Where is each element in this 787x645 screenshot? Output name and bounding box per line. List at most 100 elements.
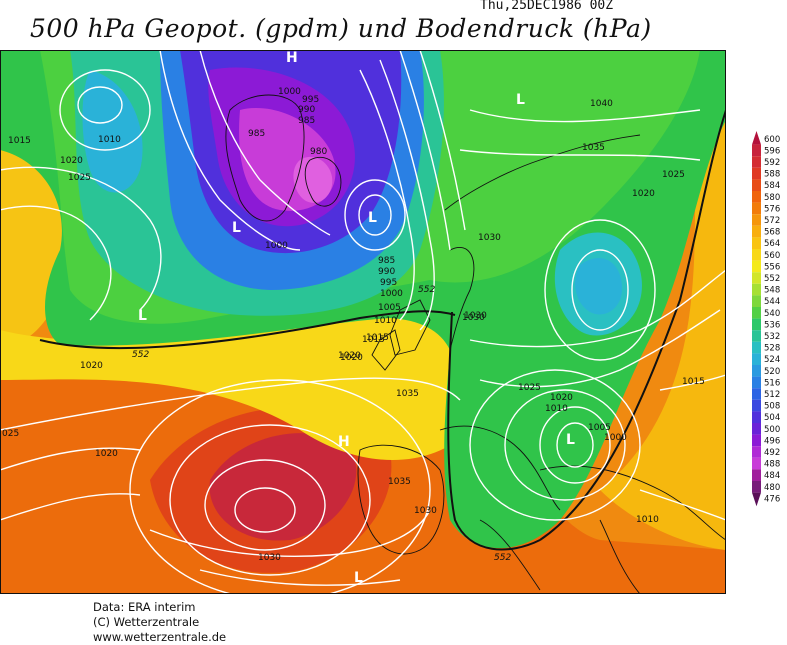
scale-tick-label: 536 <box>764 320 780 330</box>
scale-swatch <box>752 353 761 365</box>
scale-tick-label: 524 <box>764 355 780 365</box>
scale-swatch <box>752 434 761 447</box>
scale-tick-label: 512 <box>764 390 780 400</box>
isobar-label: 1015 <box>366 333 389 343</box>
isobar-label: 1025 <box>518 383 541 393</box>
scale-tick-label: 520 <box>764 367 780 377</box>
scale-tick-label: 492 <box>764 448 780 458</box>
isobar-label: 1005 <box>378 303 401 313</box>
footer-credits: Data: ERA interim (C) Wetterzentrale www… <box>93 600 226 645</box>
scale-tick-label: 572 <box>764 216 780 226</box>
scale-tick-label: 584 <box>764 181 780 191</box>
website-link[interactable]: www.wetterzentrale.de <box>93 630 227 644</box>
scale-swatch <box>752 237 761 249</box>
copyright-label: (C) Wetterzentrale <box>93 615 200 629</box>
scale-swatch <box>752 202 761 215</box>
isobar-label: 1025 <box>662 170 685 180</box>
isobar-label: 1010 <box>374 316 397 326</box>
isobar-label: 1030 <box>462 313 485 323</box>
scale-tick-label: 600 <box>764 135 780 145</box>
geopotential-field-484 <box>293 156 333 203</box>
map-frame <box>0 50 726 594</box>
scale-tick-label: 480 <box>764 483 780 493</box>
scale-swatch <box>752 376 761 389</box>
scale-tick-label: 476 <box>764 494 780 504</box>
scale-tick-label: 544 <box>764 297 780 307</box>
map-title: 500 hPa Geopot. (gpdm) und Bodendruck (h… <box>30 14 652 43</box>
contour-label-552: 552 <box>132 350 149 360</box>
scale-swatch <box>752 318 761 331</box>
isobar-label: 985 <box>248 129 265 139</box>
isobar-label: 1030 <box>478 233 501 243</box>
isobar-label: 1000 <box>380 289 403 299</box>
contour-label-552: 552 <box>418 285 435 295</box>
scale-tick-label: 504 <box>764 413 780 423</box>
scale-tick-label: 508 <box>764 402 780 412</box>
isobar-label: 1040 <box>590 99 613 109</box>
isobar-label: 1020 <box>632 189 655 199</box>
valid-time-label: Thu,25DEC1986 00Z <box>480 0 614 13</box>
scale-swatch <box>752 283 761 296</box>
scale-tick-label: 552 <box>764 274 780 284</box>
low-pressure-marker: L <box>368 210 377 226</box>
scale-tick-label: 532 <box>764 332 780 342</box>
low-pressure-marker: L <box>138 308 147 324</box>
geopotential-field-520-east <box>575 257 623 315</box>
isobar-label: 1005 <box>588 423 611 433</box>
scale-swatch <box>752 492 761 507</box>
scale-swatch <box>752 411 761 423</box>
isobar-label: 1010 <box>636 515 659 525</box>
scale-tick-label: 488 <box>764 460 780 470</box>
scale-tick-label: 564 <box>764 239 780 249</box>
isobar-label: 1030 <box>258 553 281 563</box>
scale-tick-label: 596 <box>764 146 780 156</box>
isobar-label: 985 <box>298 116 315 126</box>
scale-tick-label: 484 <box>764 471 780 481</box>
scale-tick-label: 560 <box>764 251 780 261</box>
scale-swatch <box>752 307 761 319</box>
scale-swatch <box>752 457 761 470</box>
scale-swatch <box>752 388 761 400</box>
scale-swatch <box>752 341 761 354</box>
isobars <box>0 50 726 594</box>
contour-552-east <box>539 109 726 541</box>
scale-swatch <box>752 481 761 493</box>
isobar-label: 1020 <box>550 393 573 403</box>
contour-552-south <box>447 311 541 551</box>
low-pressure-marker: L <box>566 432 575 448</box>
isobar-label: 990 <box>378 267 395 277</box>
isobar-label: 1015 <box>8 136 31 146</box>
scale-swatch <box>752 272 761 284</box>
weather-map: 1000 995 990 985 980 985 1000 1010 1015 … <box>0 50 726 594</box>
scale-swatch <box>752 260 761 273</box>
contour-label-552: 552 <box>494 553 511 563</box>
coastlines <box>225 94 726 594</box>
scale-tick-label: 528 <box>764 344 780 354</box>
scale-tick-label: 516 <box>764 378 780 388</box>
scale-swatch <box>752 179 761 191</box>
isobar-label: 1015 <box>682 377 705 387</box>
scale-swatch <box>752 225 761 238</box>
scale-tick-label: 576 <box>764 204 780 214</box>
scale-swatch <box>752 191 761 203</box>
isobar-label: 985 <box>378 256 395 266</box>
scale-swatch <box>752 214 761 226</box>
scale-swatch <box>752 295 761 307</box>
geopotential-field-520-nw <box>82 70 143 193</box>
isobar-label: 980 <box>310 147 327 157</box>
isobar-label: 1010 <box>98 135 121 145</box>
scale-swatch <box>752 399 761 412</box>
isobar-label: 995 <box>380 278 397 288</box>
scale-tick-label: 592 <box>764 158 780 168</box>
geopotential-field-588 <box>209 433 357 541</box>
scale-tick-label: 580 <box>764 193 780 203</box>
low-pressure-marker: L <box>354 570 363 586</box>
isobar-label: 025 <box>2 429 19 439</box>
scale-tick-label: 500 <box>764 425 780 435</box>
scale-swatch <box>752 249 761 261</box>
isobar-label: 1035 <box>582 143 605 153</box>
isobar-label: 995 <box>302 95 319 105</box>
isobar-label: 1020 <box>340 353 363 363</box>
scale-tick-label: 548 <box>764 286 780 296</box>
